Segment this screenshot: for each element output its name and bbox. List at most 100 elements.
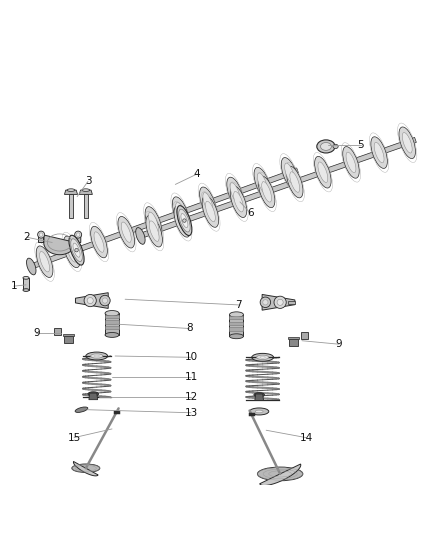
Ellipse shape [136,228,145,244]
Ellipse shape [67,241,77,262]
Ellipse shape [399,127,416,159]
Ellipse shape [254,167,271,199]
Polygon shape [260,464,301,486]
Ellipse shape [343,147,359,178]
Ellipse shape [202,196,219,227]
Circle shape [76,233,80,236]
Polygon shape [288,301,295,304]
Ellipse shape [203,192,213,213]
Text: 11: 11 [184,372,198,382]
Circle shape [75,248,78,252]
Text: 10: 10 [184,352,198,362]
Circle shape [102,298,108,303]
Polygon shape [288,337,299,340]
Polygon shape [63,334,74,336]
Polygon shape [255,394,264,400]
Ellipse shape [145,207,162,238]
Polygon shape [230,321,244,325]
Polygon shape [64,190,78,195]
Polygon shape [230,314,244,336]
Polygon shape [140,138,417,238]
Polygon shape [69,195,73,219]
Ellipse shape [72,464,100,472]
Ellipse shape [230,183,240,203]
Ellipse shape [281,158,298,189]
Polygon shape [79,190,92,195]
Polygon shape [105,314,119,318]
Ellipse shape [71,239,82,262]
Ellipse shape [258,467,303,481]
Ellipse shape [148,212,159,232]
Text: 1: 1 [11,281,17,291]
Ellipse shape [230,186,247,217]
Ellipse shape [121,222,131,243]
Text: 6: 6 [247,208,254,218]
Text: 7: 7 [235,300,242,310]
Ellipse shape [230,334,244,338]
Ellipse shape [318,162,328,182]
Polygon shape [105,320,119,324]
Ellipse shape [75,407,88,413]
Text: 8: 8 [186,324,193,334]
Ellipse shape [39,252,49,272]
Ellipse shape [177,206,192,236]
Circle shape [87,297,93,304]
Ellipse shape [314,156,331,188]
Ellipse shape [94,355,99,357]
Polygon shape [300,332,307,339]
Circle shape [263,300,268,305]
Ellipse shape [23,277,29,279]
Polygon shape [30,168,298,269]
Ellipse shape [67,189,75,191]
Ellipse shape [257,355,269,359]
Ellipse shape [371,137,387,168]
Text: 2: 2 [24,232,30,242]
Polygon shape [289,340,297,346]
Polygon shape [54,328,61,335]
Ellipse shape [233,191,244,212]
Ellipse shape [286,166,303,198]
Ellipse shape [258,176,275,208]
Circle shape [260,297,271,308]
Ellipse shape [258,173,267,193]
Ellipse shape [290,172,300,192]
Polygon shape [89,393,98,400]
Ellipse shape [82,189,90,191]
Ellipse shape [91,354,103,358]
Ellipse shape [88,392,99,396]
Ellipse shape [69,235,84,265]
Ellipse shape [174,206,191,237]
Polygon shape [230,327,244,330]
Ellipse shape [149,221,159,241]
Ellipse shape [181,214,188,228]
Circle shape [84,294,96,306]
Text: 13: 13 [184,408,198,418]
Circle shape [74,231,81,238]
Text: 9: 9 [336,339,343,349]
Polygon shape [64,336,73,343]
Ellipse shape [227,177,244,209]
Polygon shape [23,278,29,290]
Ellipse shape [118,216,134,248]
Text: 4: 4 [194,169,201,179]
Ellipse shape [27,258,36,275]
Polygon shape [75,293,108,309]
Ellipse shape [250,408,269,415]
Ellipse shape [64,236,80,268]
Ellipse shape [176,203,186,223]
Polygon shape [262,294,295,310]
Ellipse shape [374,142,384,163]
Circle shape [39,233,43,236]
Circle shape [38,231,45,238]
Ellipse shape [254,393,265,397]
Text: 15: 15 [67,433,81,442]
Circle shape [183,219,186,222]
Text: 3: 3 [85,176,92,187]
Ellipse shape [205,201,215,222]
Ellipse shape [177,211,187,231]
Text: 5: 5 [357,140,364,150]
Ellipse shape [321,142,332,150]
Ellipse shape [179,209,190,232]
Polygon shape [105,326,119,329]
Circle shape [274,296,286,309]
